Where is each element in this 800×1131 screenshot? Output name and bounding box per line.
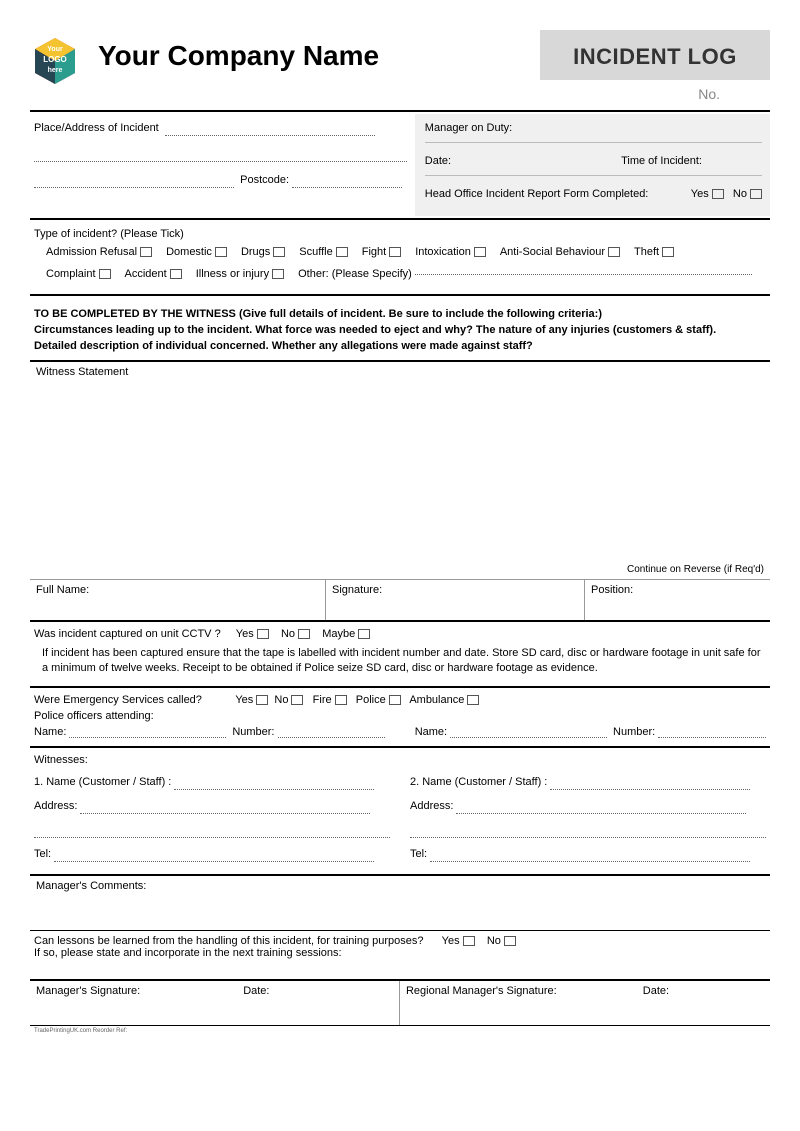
head-office-label: Head Office Incident Report Form Complet… <box>425 186 649 202</box>
emergency-section: Were Emergency Services called? Yes No F… <box>30 688 770 748</box>
witness2-address-2[interactable] <box>410 837 766 838</box>
lessons-section: Can lessons be learned from the handling… <box>30 931 770 981</box>
witness2-name[interactable] <box>550 789 750 790</box>
lessons-yes-checkbox[interactable] <box>463 936 475 946</box>
type-title: Type of incident? (Please Tick) <box>34 228 766 240</box>
type-theft-checkbox[interactable] <box>662 247 674 257</box>
witnesses-title: Witnesses: <box>34 754 766 766</box>
place-label: Place/Address of Incident <box>34 122 159 134</box>
witness2-address[interactable] <box>456 813 746 814</box>
head-office-yes-checkbox[interactable] <box>712 189 724 199</box>
type-fight-checkbox[interactable] <box>389 247 401 257</box>
witnesses-section: Witnesses: 1. Name (Customer / Staff) : … <box>30 748 770 876</box>
type-intoxication-checkbox[interactable] <box>474 247 486 257</box>
emerg-fire-checkbox[interactable] <box>335 695 347 705</box>
cctv-section: Was incident captured on unit CCTV ? Yes… <box>30 622 770 688</box>
witness-signature-row: Full Name: Signature: Position: <box>30 580 770 622</box>
type-accident-checkbox[interactable] <box>170 269 182 279</box>
emerg-ambulance-checkbox[interactable] <box>467 695 479 705</box>
form-title: INCIDENT LOG <box>540 30 770 80</box>
witness-statement-box[interactable]: Witness Statement Continue on Reverse (i… <box>30 360 770 580</box>
lessons-note: If so, please state and incorporate in t… <box>34 947 766 959</box>
manager-label: Manager on Duty: <box>425 122 512 134</box>
time-label: Time of Incident: <box>621 153 702 169</box>
type-drugs-checkbox[interactable] <box>273 247 285 257</box>
officer2-name[interactable] <box>450 726 607 738</box>
form-header: Your LOGO here Your Company Name INCIDEN… <box>30 30 770 102</box>
reg-mgr-date-cell[interactable]: Date: <box>637 981 770 1025</box>
witness2-tel[interactable] <box>430 861 750 862</box>
no-label: No <box>733 186 747 202</box>
comments-title: Manager's Comments: <box>36 880 764 892</box>
svg-text:LOGO: LOGO <box>43 55 67 64</box>
cctv-note: If incident has been captured ensure tha… <box>34 644 766 682</box>
logo-placeholder: Your LOGO here <box>30 36 80 86</box>
signature-cell[interactable]: Signature: <box>326 580 585 620</box>
mgr-date-cell[interactable]: Date: <box>237 981 400 1025</box>
continue-note: Continue on Reverse (if Req'd) <box>627 564 764 575</box>
type-scuffle-checkbox[interactable] <box>336 247 348 257</box>
emerg-police-checkbox[interactable] <box>389 695 401 705</box>
fullname-cell[interactable]: Full Name: <box>30 580 326 620</box>
instruction-line-3: Detailed description of individual conce… <box>34 338 766 354</box>
svg-text:Your: Your <box>47 46 63 53</box>
witness1-tel[interactable] <box>54 861 374 862</box>
instruction-line-2: Circumstances leading up to the incident… <box>34 322 766 338</box>
place-input-3[interactable] <box>34 187 234 188</box>
yes-label: Yes <box>691 186 709 202</box>
postcode-label: Postcode: <box>240 174 289 186</box>
witness1-address-2[interactable] <box>34 837 390 838</box>
cctv-no-checkbox[interactable] <box>298 629 310 639</box>
lessons-question: Can lessons be learned from the handling… <box>34 935 424 947</box>
reg-mgr-sig-cell[interactable]: Regional Manager's Signature: <box>400 981 637 1025</box>
type-complaint-checkbox[interactable] <box>99 269 111 279</box>
footer-ref: TradePrintingUK.com Reorder Ref: <box>30 1026 770 1034</box>
emerg-no-checkbox[interactable] <box>291 695 303 705</box>
position-cell[interactable]: Position: <box>585 580 770 620</box>
incident-details: Place/Address of Incident Postcode: Mana… <box>30 114 770 216</box>
number-label: No. <box>540 80 770 102</box>
officer2-number[interactable] <box>658 726 766 738</box>
type-domestic-checkbox[interactable] <box>215 247 227 257</box>
type-admission-refusal-checkbox[interactable] <box>140 247 152 257</box>
officer1-number[interactable] <box>278 726 386 738</box>
mgr-sig-cell[interactable]: Manager's Signature: <box>30 981 237 1025</box>
company-name: Your Company Name <box>98 30 540 72</box>
cctv-question: Was incident captured on unit CCTV ? <box>34 628 221 640</box>
lessons-no-checkbox[interactable] <box>504 936 516 946</box>
emerg-yes-checkbox[interactable] <box>256 695 268 705</box>
postcode-input[interactable] <box>292 187 402 188</box>
emerg-question: Were Emergency Services called? <box>34 694 202 706</box>
place-input-2[interactable] <box>34 161 407 162</box>
incident-type-section: Type of incident? (Please Tick) Admissio… <box>30 222 770 292</box>
witness1-name[interactable] <box>174 789 374 790</box>
type-anti-social-behaviour-checkbox[interactable] <box>608 247 620 257</box>
cctv-maybe-checkbox[interactable] <box>358 629 370 639</box>
police-attending-label: Police officers attending: <box>34 710 766 722</box>
head-office-no-checkbox[interactable] <box>750 189 762 199</box>
final-signature-row: Manager's Signature: Date: Regional Mana… <box>30 981 770 1026</box>
instruction-line-1: TO BE COMPLETED BY THE WITNESS (Give ful… <box>34 306 766 322</box>
instructions: TO BE COMPLETED BY THE WITNESS (Give ful… <box>30 298 770 360</box>
witness-statement-title: Witness Statement <box>36 366 764 378</box>
date-label: Date: <box>425 153 451 169</box>
type-illness-or-injury-checkbox[interactable] <box>272 269 284 279</box>
svg-text:here: here <box>48 67 63 74</box>
other-specify-input[interactable] <box>415 274 752 275</box>
manager-comments-box[interactable]: Manager's Comments: <box>30 876 770 931</box>
witness1-address[interactable] <box>80 813 370 814</box>
place-input[interactable] <box>165 135 375 136</box>
cctv-yes-checkbox[interactable] <box>257 629 269 639</box>
officer1-name[interactable] <box>69 726 226 738</box>
